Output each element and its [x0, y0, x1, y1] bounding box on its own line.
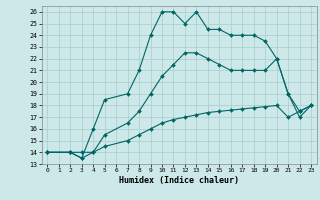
X-axis label: Humidex (Indice chaleur): Humidex (Indice chaleur) — [119, 176, 239, 185]
